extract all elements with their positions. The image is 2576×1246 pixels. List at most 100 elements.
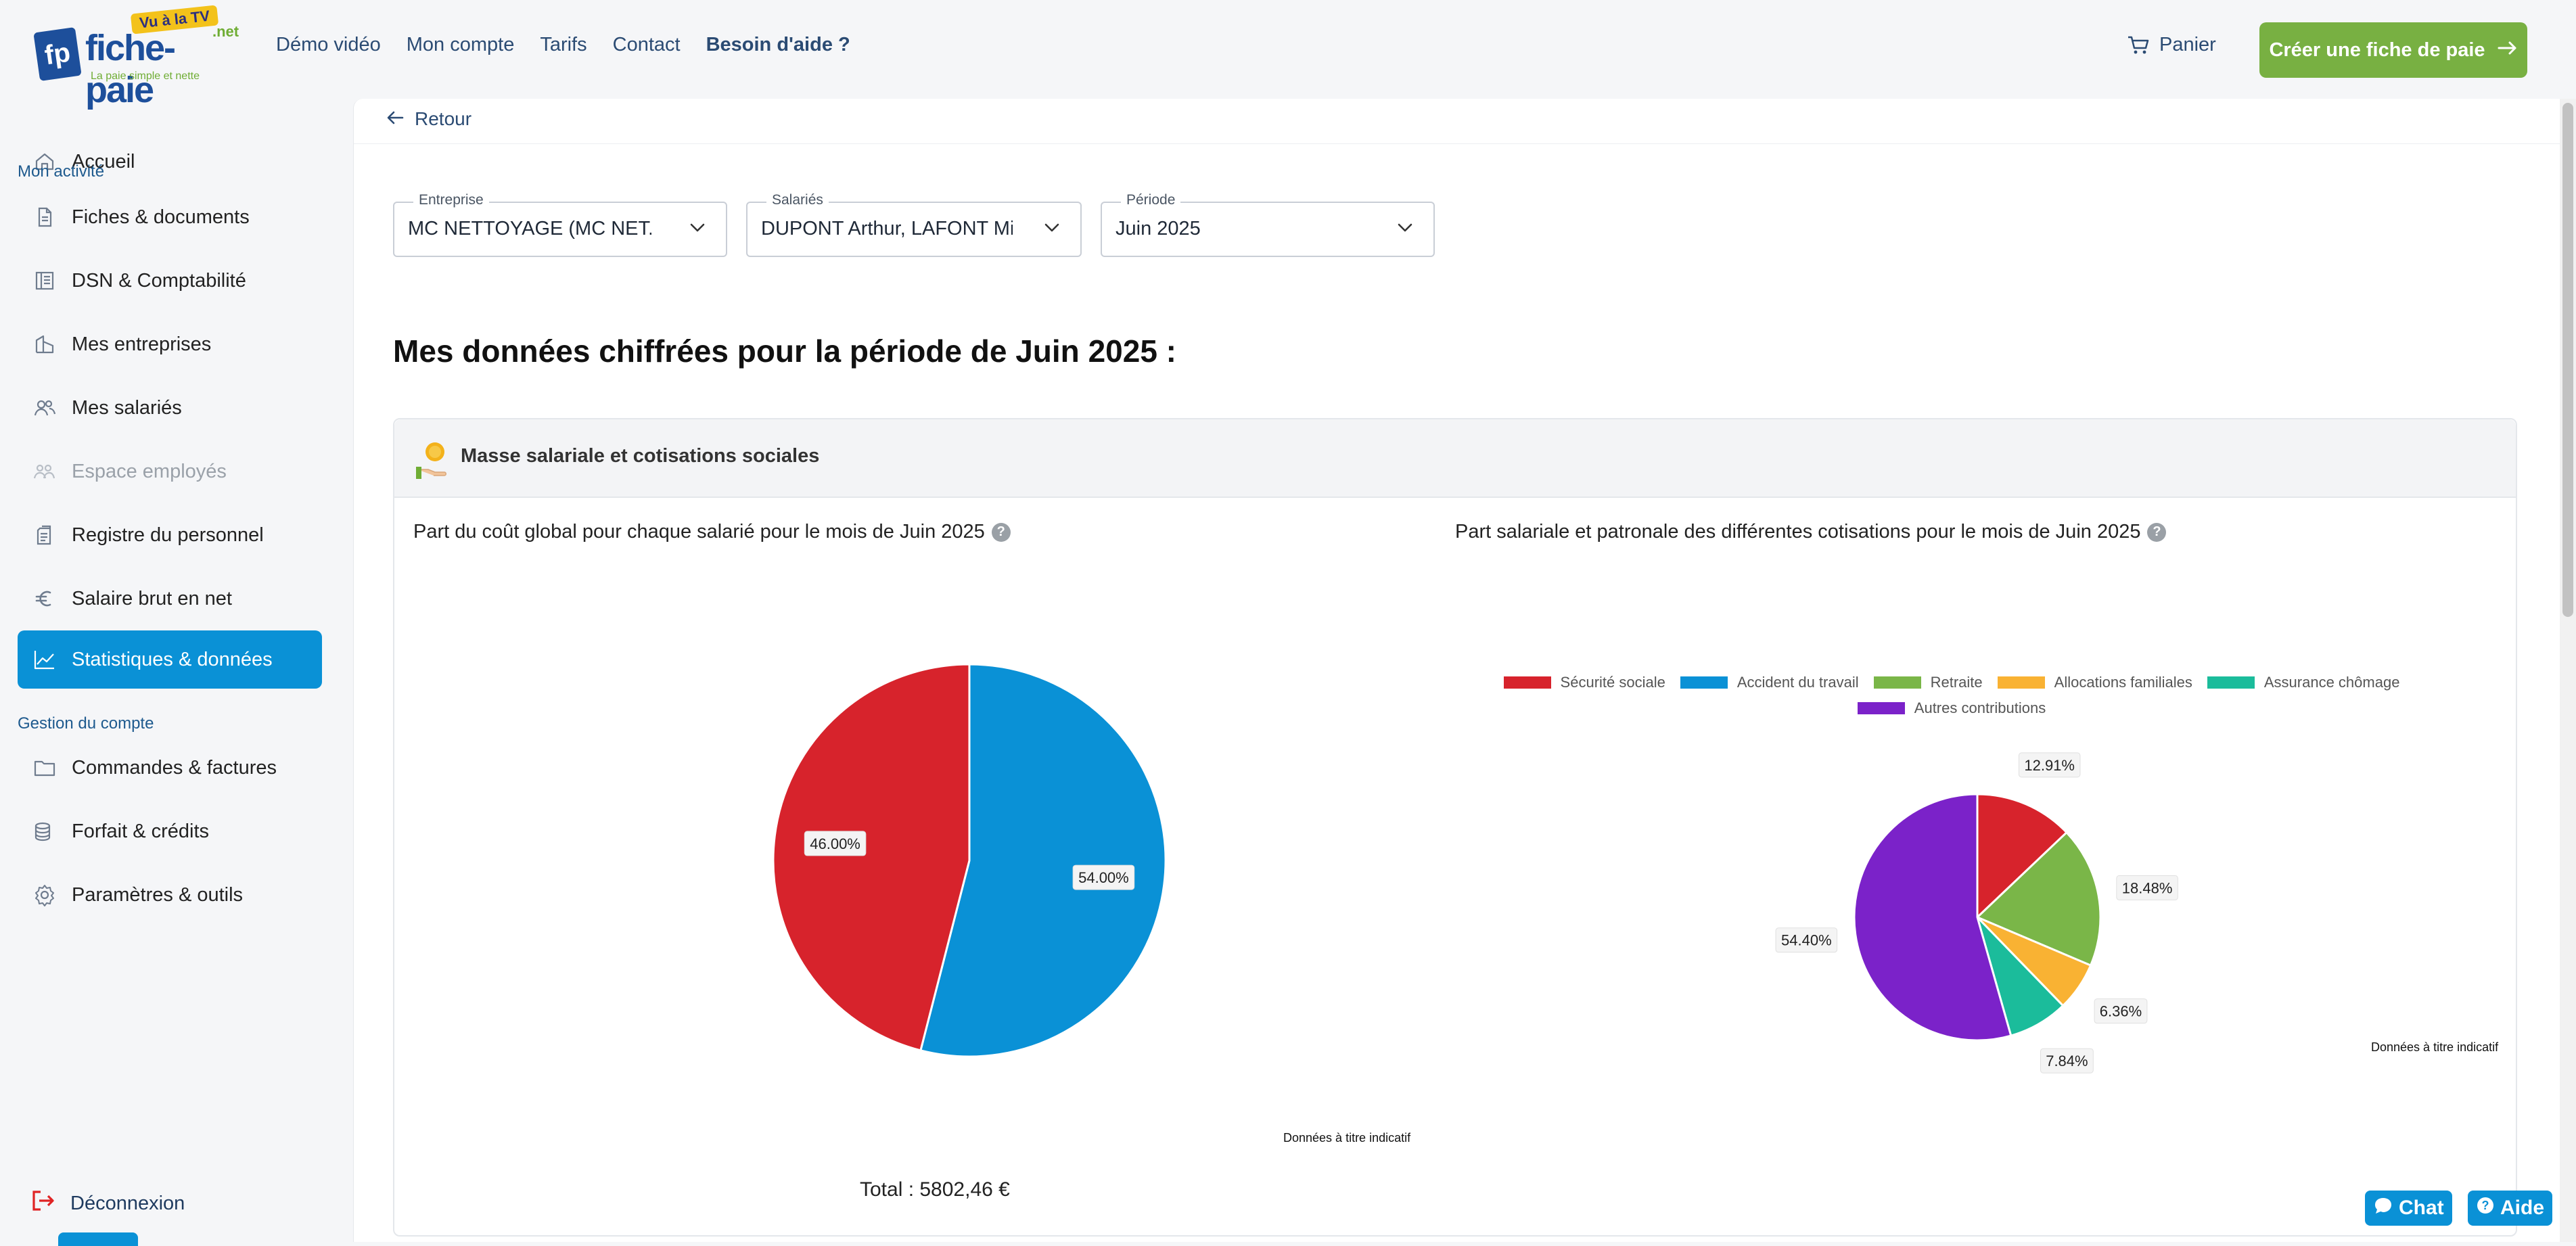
chart-line-icon: [32, 647, 57, 672]
sidebar-item-mes-salaries[interactable]: Mes salariés: [18, 379, 322, 437]
help-icon[interactable]: ?: [991, 522, 1011, 542]
chevron-down-icon: [1397, 219, 1413, 235]
legend-item[interactable]: Assurance chômage: [2207, 674, 2400, 691]
sidebar-item-fiches-documents[interactable]: Fiches & documents: [18, 188, 322, 246]
legend-item[interactable]: Retraite: [1873, 674, 1983, 691]
home-icon: [32, 149, 57, 174]
logout-link[interactable]: Déconnexion: [31, 1189, 185, 1218]
svg-text:18.48%: 18.48%: [2122, 879, 2173, 896]
sidebar-item-label: Forfait & crédits: [72, 820, 210, 842]
sidebar-item-parametres-outils[interactable]: Paramètres & outils: [18, 866, 322, 924]
sidebar-item-dsn-comptabilite[interactable]: DSN & Comptabilité: [18, 252, 322, 310]
legend-swatch: [1873, 676, 1921, 689]
pie-slice[interactable]: [1975, 831, 2102, 967]
create-payslip-button[interactable]: Créer une fiche de paie: [2259, 22, 2527, 78]
sidebar-item-label: Mes entreprises: [72, 333, 212, 355]
create-payslip-label: Créer une fiche de paie: [2269, 39, 2485, 61]
chevron-down-icon: [1044, 219, 1060, 235]
sidebar-item-statistiques-donnees[interactable]: Statistiques & données: [18, 630, 322, 689]
sidebar-item-label: Mes salariés: [72, 396, 182, 419]
cart-link[interactable]: Panier: [2127, 34, 2216, 56]
pie-slice[interactable]: [1853, 793, 2013, 1042]
help-icon[interactable]: ?: [2147, 522, 2167, 542]
sidebar-item-forfait-credits[interactable]: Forfait & crédits: [18, 802, 322, 860]
legend-label: Retraite: [1930, 674, 1983, 691]
svg-text:46.00%: 46.00%: [810, 835, 860, 852]
logo-tld: .net: [212, 23, 239, 40]
euro-icon: [32, 586, 57, 611]
coins-icon: [32, 819, 57, 844]
sidebar-item-registre-personnel[interactable]: Registre du personnel: [18, 506, 322, 564]
divider: [354, 143, 2560, 144]
nav-link-demo-video[interactable]: Démo vidéo: [276, 34, 381, 55]
left-chart-title-text: Part du coût global pour chaque salarié …: [413, 521, 985, 543]
sidebar: Accueil Mon activité Fiches & documents …: [0, 99, 352, 1242]
period-select-value: Juin 2025: [1116, 218, 1201, 239]
svg-text:54.40%: 54.40%: [1781, 932, 1832, 949]
top-navigation-bar: fp fiche-paie .net Vu à la TV La paie si…: [0, 0, 2576, 110]
cart-icon: [2127, 35, 2150, 55]
sidebar-item-accueil[interactable]: Accueil: [18, 133, 322, 191]
legend-item[interactable]: Sécurité sociale: [1503, 674, 1665, 691]
right-chart-title-text: Part salariale et patronale des différen…: [1455, 521, 2141, 543]
arrow-left-icon: [386, 108, 404, 130]
sidebar-item-salaire-brut-net[interactable]: Salaire brut en net: [18, 570, 322, 628]
logout-label: Déconnexion: [70, 1193, 185, 1214]
company-select-value: MC NETTOYAGE (MC NET...: [408, 218, 651, 239]
back-link[interactable]: Retour: [386, 108, 472, 130]
sidebar-item-label: Salaire brut en net: [72, 587, 232, 609]
coin-hand-icon: [415, 440, 453, 480]
register-icon: [32, 523, 57, 547]
folder-icon: [32, 756, 57, 780]
card-header: Masse salariale et cotisations sociales: [394, 419, 2516, 498]
nav-link-contact[interactable]: Contact: [612, 34, 681, 55]
sidebar-item-label: Espace employés: [72, 460, 227, 482]
sidebar-item-mes-entreprises[interactable]: Mes entreprises: [18, 315, 322, 373]
employees-select[interactable]: Salariés DUPONT Arthur, LAFONT Mi: [746, 192, 1082, 257]
legend-item[interactable]: Autres contributions: [1857, 699, 2046, 717]
svg-text:?: ?: [2482, 1199, 2489, 1212]
nav-link-tarifs[interactable]: Tarifs: [540, 34, 587, 55]
sidebar-item-label: Statistiques & données: [72, 648, 273, 670]
page-scrollbar[interactable]: [2560, 99, 2576, 1242]
sidebar-item-label: Fiches & documents: [72, 206, 250, 228]
sidebar-item-label: Registre du personnel: [72, 524, 264, 546]
scrollbar-thumb[interactable]: [2562, 103, 2573, 617]
pie-slice[interactable]: [1976, 793, 2069, 920]
nav-link-mon-compte[interactable]: Mon compte: [406, 34, 515, 55]
legend-label: Autres contributions: [1914, 699, 2046, 716]
right-chart-disclaimer: Données à titre indicatif: [2371, 1040, 2499, 1054]
card-title: Masse salariale et cotisations sociales: [461, 445, 820, 467]
pie-slice[interactable]: [772, 663, 971, 1052]
pie-data-label: 54.00%: [1072, 864, 1135, 890]
section-heading-account: Gestion du compte: [18, 714, 154, 733]
legend-item[interactable]: Allocations familiales: [1997, 674, 2192, 691]
arrow-right-icon: [2498, 39, 2518, 62]
sidebar-item-commandes-factures[interactable]: Commandes & factures: [18, 739, 322, 797]
logo-mark: fp: [33, 27, 82, 81]
sidebar-item-espace-employes[interactable]: Espace employés: [18, 442, 322, 501]
chevron-down-icon: [689, 219, 706, 235]
employees-select-value: DUPONT Arthur, LAFONT Mi: [761, 218, 1013, 239]
legend-swatch: [1503, 676, 1551, 689]
help-label: Aide: [2500, 1197, 2545, 1219]
nav-link-help[interactable]: Besoin d'aide ?: [706, 34, 850, 55]
legend-label: Accident du travail: [1736, 674, 1859, 691]
back-label: Retour: [415, 108, 472, 129]
legend-label: Assurance chômage: [2263, 674, 2400, 691]
site-logo[interactable]: fp fiche-paie .net Vu à la TV La paie si…: [33, 5, 239, 110]
bottom-tab-stub: [58, 1232, 138, 1246]
total-cost: Total : 5802,46 €: [860, 1178, 1010, 1201]
chat-button[interactable]: Chat: [2365, 1191, 2452, 1226]
legend-label: Allocations familiales: [2054, 674, 2192, 691]
legend-item[interactable]: Accident du travail: [1680, 674, 1859, 691]
period-select[interactable]: Période Juin 2025: [1101, 192, 1435, 257]
company-select[interactable]: Entreprise MC NETTOYAGE (MC NET...: [393, 192, 727, 257]
cart-label: Panier: [2159, 34, 2216, 55]
pie-slice[interactable]: [919, 663, 1167, 1058]
pie-data-label: 18.48%: [2116, 875, 2178, 900]
logout-icon: [31, 1189, 55, 1218]
left-chart-disclaimer: Données à titre indicatif: [1283, 1131, 1411, 1145]
legend-swatch: [2207, 676, 2255, 689]
help-button[interactable]: ? Aide: [2468, 1191, 2553, 1226]
